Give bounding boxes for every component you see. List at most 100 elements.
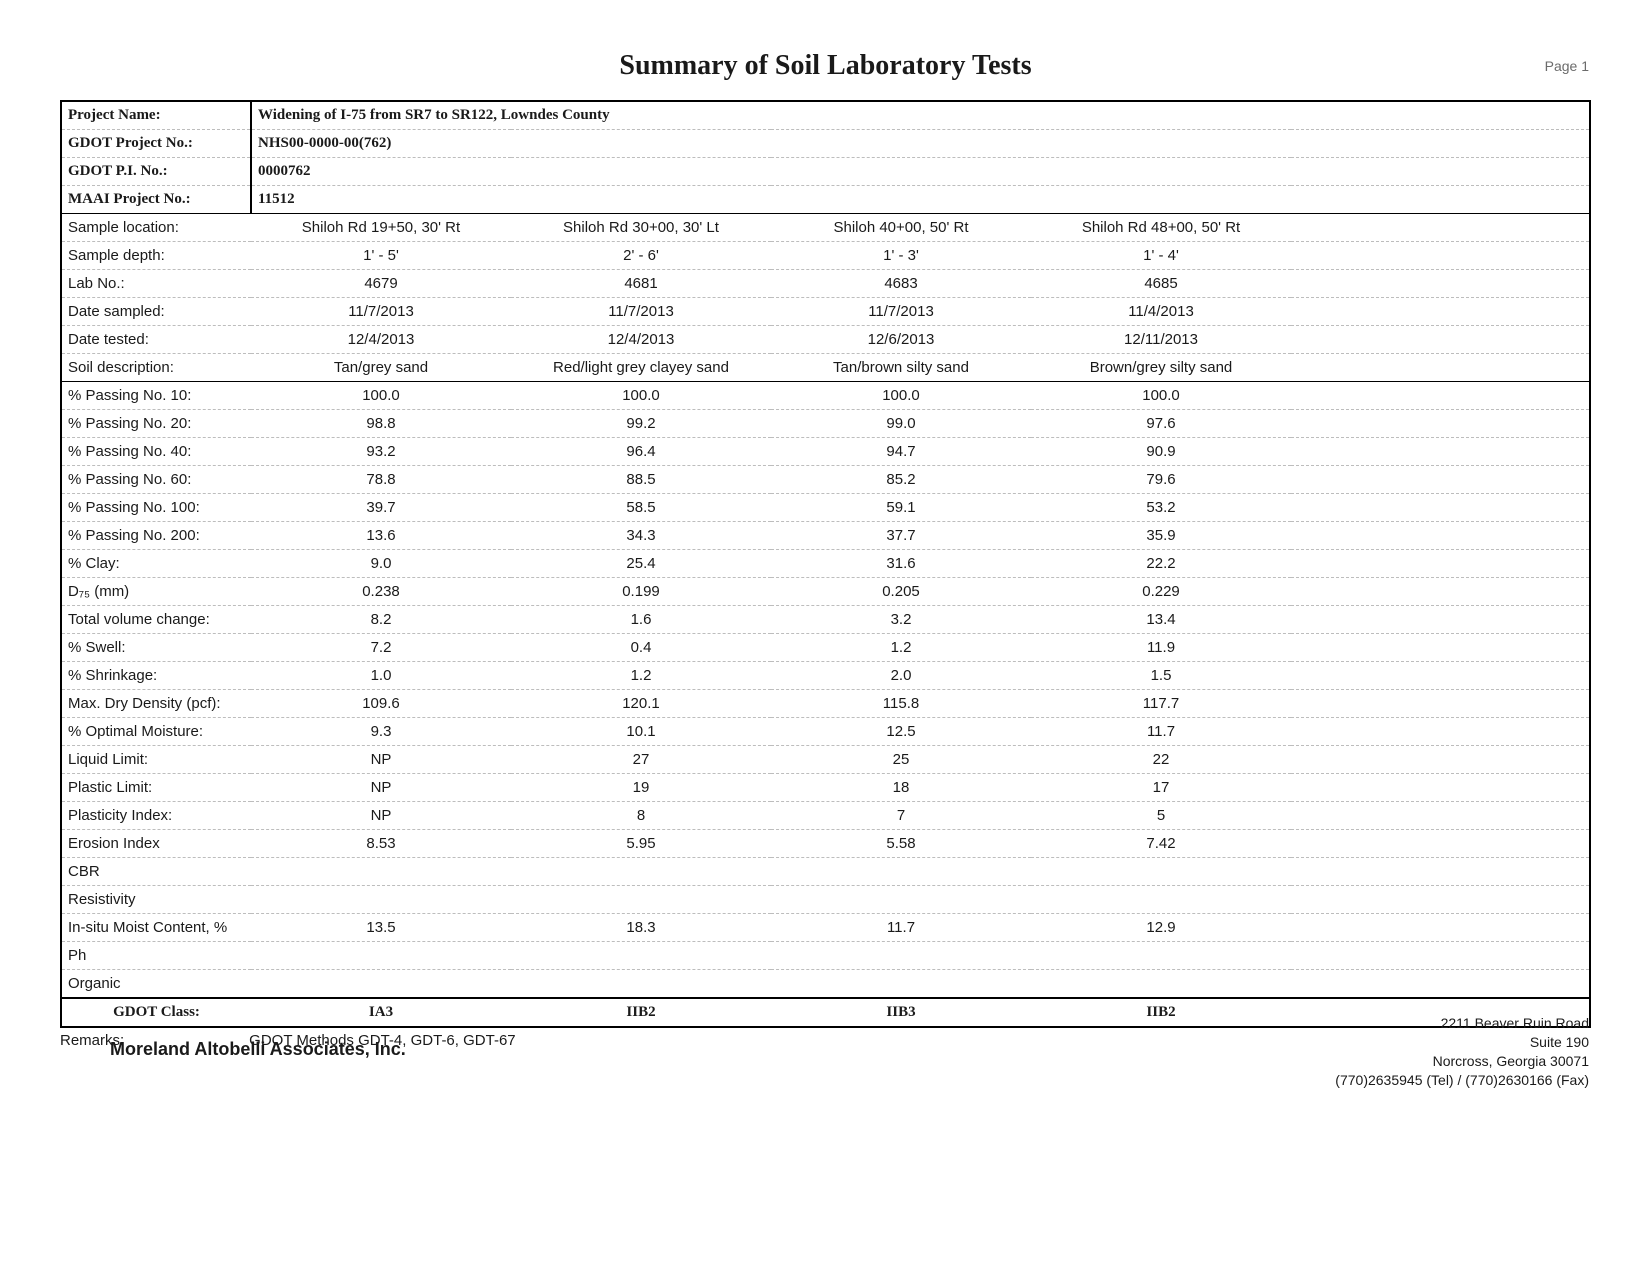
cell: 9.0 [251,550,511,578]
row-sample-location-label: Sample location: [61,214,251,242]
page: Page 1 Summary of Soil Laboratory Tests … [0,0,1651,1275]
cell: 2.0 [771,662,1031,690]
cell: 4683 [771,270,1031,298]
cell [511,970,771,999]
cell [251,858,511,886]
cell: 22 [1031,746,1291,774]
cell: 5 [1031,802,1291,830]
cell: 11.9 [1031,634,1291,662]
cell: 1' - 5' [251,242,511,270]
report-title: Summary of Soil Laboratory Tests [60,50,1591,82]
cell: 115.8 [771,690,1031,718]
hdr-gdot-pi: 0000762 [251,158,1291,186]
cell: 1.2 [771,634,1031,662]
cell: 39.7 [251,494,511,522]
cell: 78.8 [251,466,511,494]
cell: 5.58 [771,830,1031,858]
cell: 1.2 [511,662,771,690]
cell: 5.95 [511,830,771,858]
cell: 8.53 [251,830,511,858]
cell [251,886,511,914]
cell: 3.2 [771,606,1031,634]
col4-header: Shiloh Rd 48+00, 50' Rt [1031,214,1291,242]
cell [1031,970,1291,999]
cell: NP [251,774,511,802]
cell: 0.205 [771,578,1031,606]
cell: 31.6 [771,550,1031,578]
row-label: Sample depth: [61,242,251,270]
cell: 34.3 [511,522,771,550]
cell: 96.4 [511,438,771,466]
cell: 90.9 [1031,438,1291,466]
row-label: % Passing No. 100: [61,494,251,522]
row-label: % Passing No. 20: [61,410,251,438]
cell: 0.4 [511,634,771,662]
cell: 18 [771,774,1031,802]
cell: 12.5 [771,718,1031,746]
cell: 12/4/2013 [511,326,771,354]
company-address: 2211 Beaver Ruin Road Suite 190 Norcross… [1335,1014,1589,1090]
cell: NP [251,746,511,774]
cell: 100.0 [251,382,511,410]
cell: 11.7 [1031,718,1291,746]
cell: 94.7 [771,438,1031,466]
row-label: Liquid Limit: [61,746,251,774]
cell [1031,942,1291,970]
cell: 79.6 [1031,466,1291,494]
cell: 0.229 [1031,578,1291,606]
cell [511,886,771,914]
cell: 12.9 [1031,914,1291,942]
gdot-class-cell: IIB2 [1031,998,1291,1027]
col2-header: Shiloh Rd 30+00, 30' Lt [511,214,771,242]
cell [511,942,771,970]
row-label: Soil description: [61,354,251,382]
row-label: % Shrinkage: [61,662,251,690]
cell: 25 [771,746,1031,774]
cell: 4685 [1031,270,1291,298]
row-label: CBR [61,858,251,886]
row-label: In-situ Moist Content, % [61,914,251,942]
cell [251,970,511,999]
gdot-class-cell: IIB3 [771,998,1031,1027]
hdr-gdot-project: NHS00-0000-00(762) [251,130,1291,158]
cell: 13.4 [1031,606,1291,634]
cell: 13.6 [251,522,511,550]
cell [251,942,511,970]
cell [771,886,1031,914]
cell: 93.2 [251,438,511,466]
cell: 12/6/2013 [771,326,1031,354]
cell: 1' - 4' [1031,242,1291,270]
row-label: % Passing No. 10: [61,382,251,410]
cell: 9.3 [251,718,511,746]
col3-header: Shiloh 40+00, 50' Rt [771,214,1031,242]
hdr-maai-label: MAAI Project No.: [61,186,251,214]
cell: 7.2 [251,634,511,662]
row-label: % Optimal Moisture: [61,718,251,746]
row-label: Plasticity Index: [61,802,251,830]
cell: 8.2 [251,606,511,634]
cell: 98.8 [251,410,511,438]
row-label: % Passing No. 60: [61,466,251,494]
soil-lab-table: Project Name: Widening of I-75 from SR7 … [60,100,1591,1028]
cell: NP [251,802,511,830]
row-label: Total volume change: [61,606,251,634]
hdr-project-name: Widening of I-75 from SR7 to SR122, Lown… [251,101,1291,130]
addr-line: 2211 Beaver Ruin Road [1335,1014,1589,1033]
cell: 58.5 [511,494,771,522]
cell: 100.0 [1031,382,1291,410]
row-label: % Swell: [61,634,251,662]
cell: 2' - 6' [511,242,771,270]
row-label: Max. Dry Density (pcf): [61,690,251,718]
cell: 1' - 3' [771,242,1031,270]
cell: 0.199 [511,578,771,606]
cell: 59.1 [771,494,1031,522]
cell: 35.9 [1031,522,1291,550]
gdot-class-cell: IIB2 [511,998,771,1027]
cell: 10.1 [511,718,771,746]
cell: 99.0 [771,410,1031,438]
cell: 97.6 [1031,410,1291,438]
hdr-gdot-pi-label: GDOT P.I. No.: [61,158,251,186]
row-label: % Clay: [61,550,251,578]
cell: Tan/grey sand [251,354,511,382]
gdot-class-label: GDOT Class: [61,998,251,1027]
